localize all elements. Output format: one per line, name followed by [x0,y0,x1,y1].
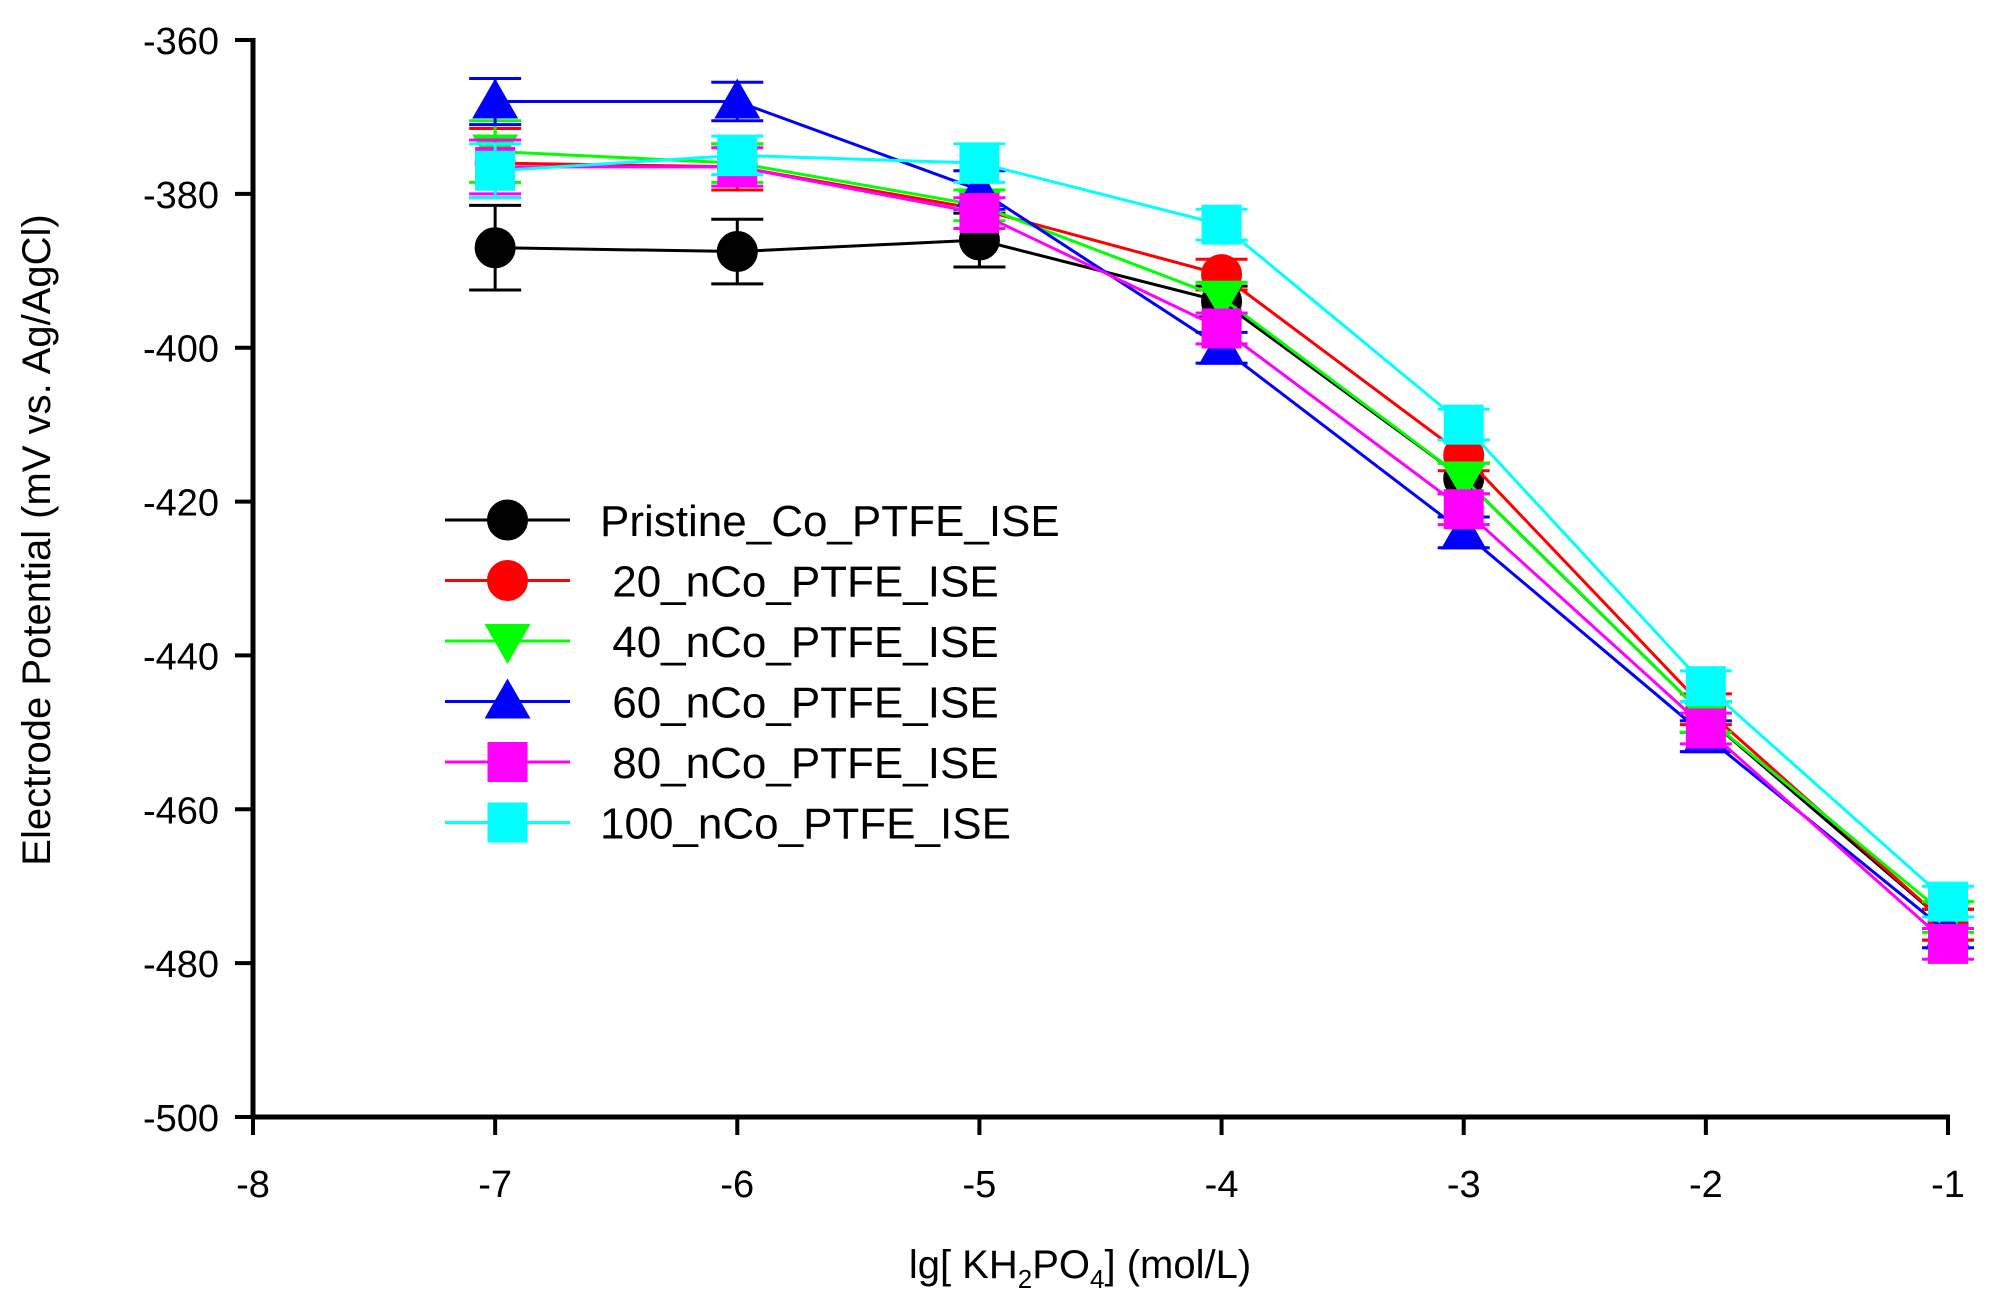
x-axis-title-sub-1: 2 [1018,1264,1032,1294]
legend-item-2: 40_nCo_PTFE_ISE [445,618,999,667]
y-tick-label: -460 [143,790,219,832]
legend-marker [487,560,528,601]
y-tick-label: -420 [143,483,219,525]
y-tick-label: -360 [143,21,219,63]
data-point [716,231,758,273]
data-point [1928,881,1968,922]
legend: Pristine_Co_PTFE_ISE 20_nCo_PTFE_ISE 40_… [445,497,1060,849]
data-point [714,78,761,119]
legend-label: 100_nCo_PTFE_ISE [600,800,1011,849]
y-tick-label: -480 [143,944,219,986]
legend-marker [487,499,528,541]
legend-item-5: 100_nCo_PTFE_ISE [445,800,1011,849]
x-tick-label: -6 [720,1164,754,1206]
data-point [1201,308,1242,349]
y-tick-label: -440 [143,636,219,678]
legend-marker [487,802,528,843]
legend-marker [484,624,531,664]
data-point [1685,666,1726,707]
x-axis-title: lg[ KH2PO4] (mol/L) [909,1243,1251,1294]
x-axis-title-prefix: lg[ KH [909,1243,1018,1287]
series-layer [469,76,1974,964]
legend-marker [484,678,531,719]
legend-label: 80_nCo_PTFE_ISE [600,739,999,788]
data-point [1443,489,1484,530]
legend-label: 60_nCo_PTFE_ISE [600,679,999,728]
x-tick-label: -3 [1447,1164,1481,1206]
data-point [717,135,758,176]
x-tick-label: -1 [1931,1164,1965,1206]
legend-marker [487,742,528,782]
x-tick-label: -2 [1689,1164,1723,1206]
x-tick-label: -8 [236,1164,270,1206]
series-5 [469,134,1974,922]
y-tick-label: -380 [143,175,219,217]
x-axis-title-suffix: ] (mol/L) [1104,1243,1251,1287]
data-point [1928,923,1968,964]
legend-item-0: Pristine_Co_PTFE_ISE [445,497,1060,546]
data-point [959,143,1000,184]
legend-label: 40_nCo_PTFE_ISE [600,618,999,667]
x-tick-label: -7 [478,1164,512,1206]
data-point [1201,204,1242,245]
x-axis-title-sub-2: 4 [1090,1264,1104,1294]
legend-item-3: 60_nCo_PTFE_ISE [445,678,999,728]
data-point [474,227,516,269]
legend-label: Pristine_Co_PTFE_ISE [600,497,1060,546]
data-point [1198,280,1245,321]
data-point [475,150,516,191]
x-tick-label: -4 [1205,1164,1239,1206]
y-axis-title: Electrode Potential (mV vs. Ag/AgCl) [15,214,59,865]
y-tick-label: -500 [143,1098,219,1140]
legend-item-1: 20_nCo_PTFE_ISE [445,558,999,607]
data-point [959,193,1000,234]
data-point [1440,509,1487,550]
y-tick-label: -400 [143,329,219,371]
data-point [1440,461,1487,502]
axes: -360 -380 -400 -420 -440 -460 -480 -500 -8 -7 -6 -5… [143,21,1965,1206]
data-point [472,78,519,119]
legend-label: 20_nCo_PTFE_ISE [600,558,999,607]
data-point [1685,708,1726,749]
data-point [1443,404,1484,445]
legend-item-4: 80_nCo_PTFE_ISE [445,739,999,788]
x-tick-label: -5 [963,1164,997,1206]
x-axis-title-mid: PO [1032,1243,1090,1287]
